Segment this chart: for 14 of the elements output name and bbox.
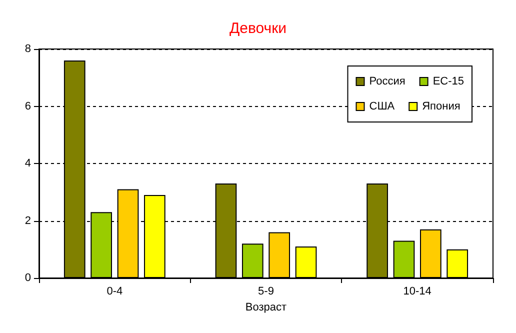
- x-tick-label: 10-14: [403, 286, 432, 298]
- chart-title: Девочки: [229, 20, 287, 37]
- x-tick-label: 0-4: [106, 286, 123, 298]
- y-tick-label: 6: [24, 100, 31, 112]
- x-axis-title: Возраст: [245, 302, 287, 314]
- y-tick-label: 4: [24, 158, 31, 170]
- legend-label: США: [369, 100, 396, 112]
- y-tick-label: 2: [24, 214, 31, 227]
- y-tick-label: 0: [24, 272, 31, 284]
- legend-label: Россия: [369, 76, 406, 88]
- legend-label: ЕС-15: [432, 76, 464, 88]
- x-tick-label: 5-9: [258, 286, 274, 298]
- legend-label: Япония: [422, 100, 460, 112]
- y-tick-label: 8: [24, 43, 31, 55]
